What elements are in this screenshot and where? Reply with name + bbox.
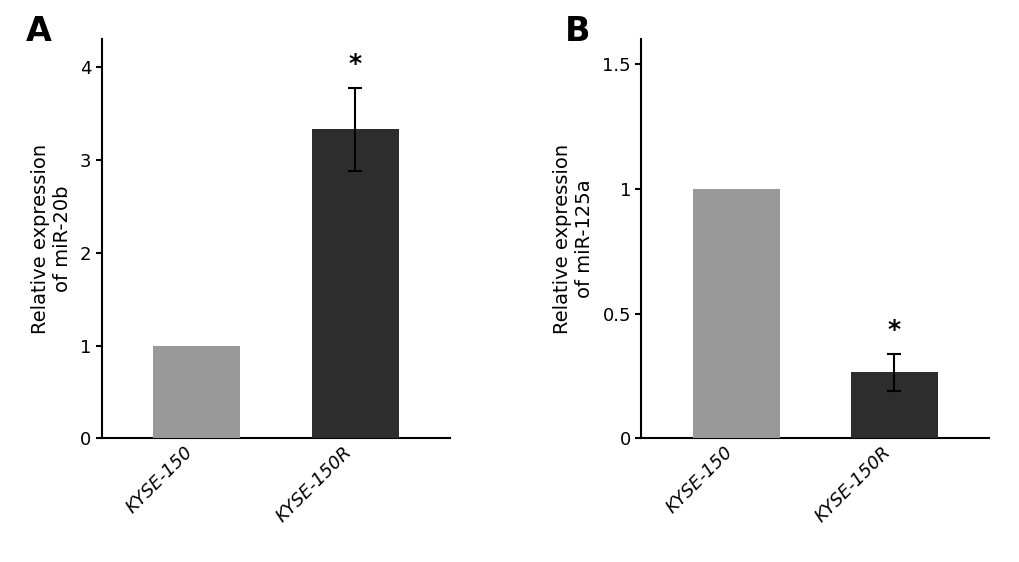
Text: B: B (565, 15, 590, 48)
Text: *: * (348, 52, 362, 76)
Y-axis label: Relative expression
of miR-125a: Relative expression of miR-125a (552, 144, 593, 334)
Bar (692, 189, 780, 438)
Bar (311, 129, 398, 438)
Y-axis label: Relative expression
of miR-20b: Relative expression of miR-20b (31, 144, 71, 334)
Text: A: A (25, 15, 51, 48)
Text: *: * (888, 318, 900, 342)
Bar (153, 346, 240, 438)
Bar (850, 372, 937, 438)
